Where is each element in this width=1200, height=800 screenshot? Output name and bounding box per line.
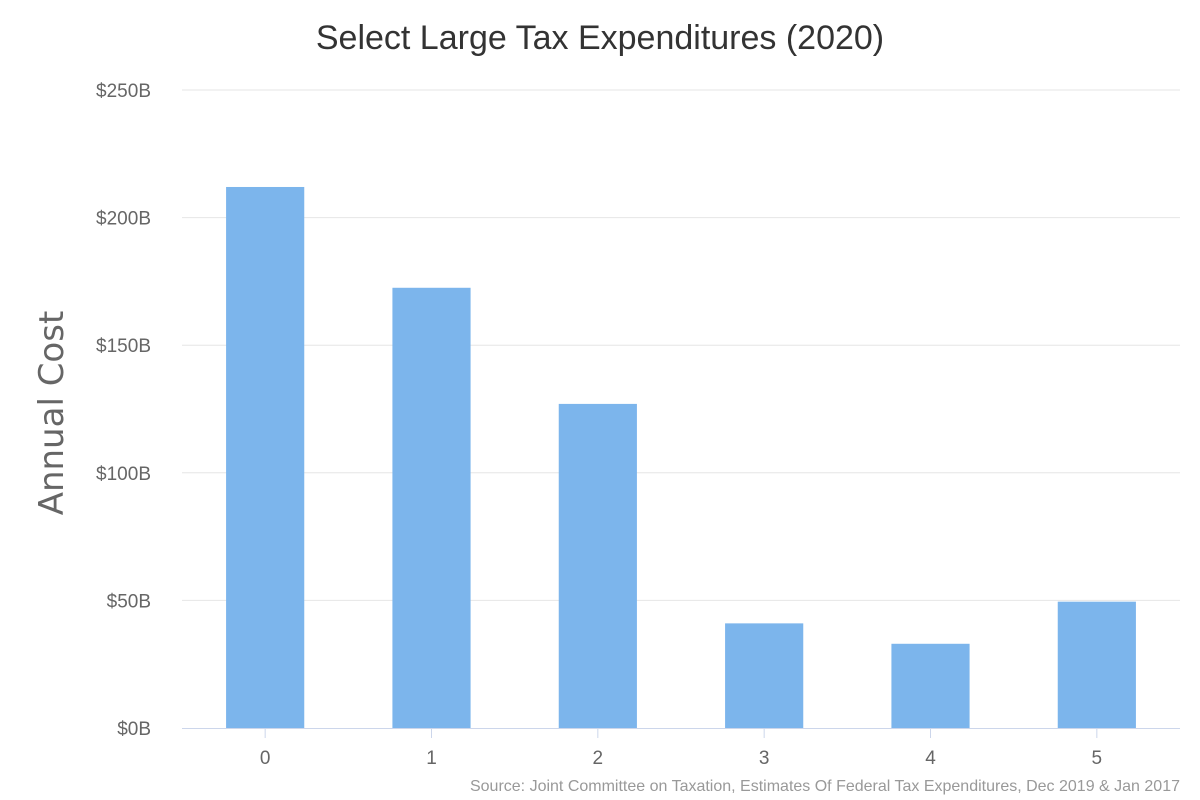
y-tick-label: $150B (96, 336, 151, 357)
bar[interactable] (558, 403, 637, 728)
gridlines (182, 89, 1180, 601)
x-tick-label: 5 (1092, 748, 1103, 769)
bar[interactable] (891, 643, 970, 728)
x-tick-label: 3 (759, 748, 770, 769)
x-axis-ticks: 0 1 2 3 4 5 (260, 728, 1102, 769)
x-tick-label: 4 (925, 748, 936, 769)
x-tick-label: 1 (426, 748, 437, 769)
y-axis-ticks: $0B $50B $100B $150B $200B $250B (96, 81, 151, 740)
x-tick-label: 0 (260, 748, 271, 769)
bar[interactable] (1057, 601, 1136, 728)
y-tick-label: $250B (96, 81, 151, 102)
y-tick-label: $100B (96, 464, 151, 485)
y-tick-label: $50B (107, 591, 151, 612)
y-axis-label: Annual Cost (32, 311, 72, 516)
x-tick-label: 2 (593, 748, 604, 769)
bar[interactable] (226, 186, 305, 728)
bar[interactable] (392, 287, 471, 728)
y-tick-label: $200B (96, 209, 151, 230)
bar[interactable] (725, 623, 804, 728)
source-note: Source: Joint Committee on Taxation, Est… (470, 778, 1180, 795)
y-tick-label: $0B (117, 719, 151, 740)
bars (226, 186, 1136, 728)
chart-title: Select Large Tax Expenditures (2020) (316, 19, 884, 57)
